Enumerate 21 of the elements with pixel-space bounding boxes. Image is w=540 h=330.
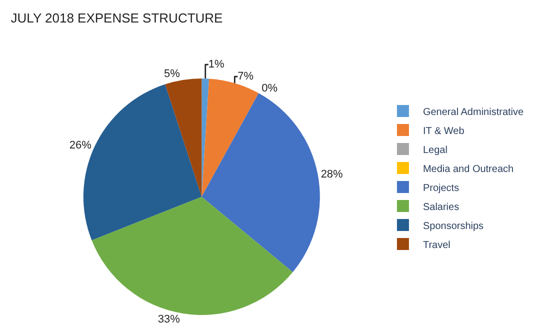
legend-label: General Administrative: [422, 106, 524, 118]
legend-label: Travel: [422, 240, 450, 251]
pie-slice: [202, 78, 210, 197]
data-label: 5%: [164, 68, 180, 80]
legend-label: Projects: [422, 182, 460, 194]
data-label: 28%: [320, 168, 344, 180]
data-label: 7%: [238, 70, 254, 83]
chart-title: JULY 2018 EXPENSE STRUCTURE: [10, 10, 224, 26]
legend-label: Salaries: [422, 202, 460, 213]
pie-slice: [92, 196, 293, 315]
pie-slice: [202, 78, 259, 197]
legend-label: IT & Web: [422, 126, 465, 137]
data-label: 1%: [208, 58, 224, 71]
data-label: 26%: [69, 139, 92, 152]
legend-label: Sponsorships: [422, 220, 484, 232]
data-label: 33%: [158, 313, 180, 326]
pie-slice: [165, 78, 202, 197]
pie-slice: [202, 93, 320, 272]
legend-label: Media and Outreach: [422, 164, 514, 175]
text: 0%: [262, 82, 278, 95]
legend-label: Legal: [422, 144, 448, 156]
